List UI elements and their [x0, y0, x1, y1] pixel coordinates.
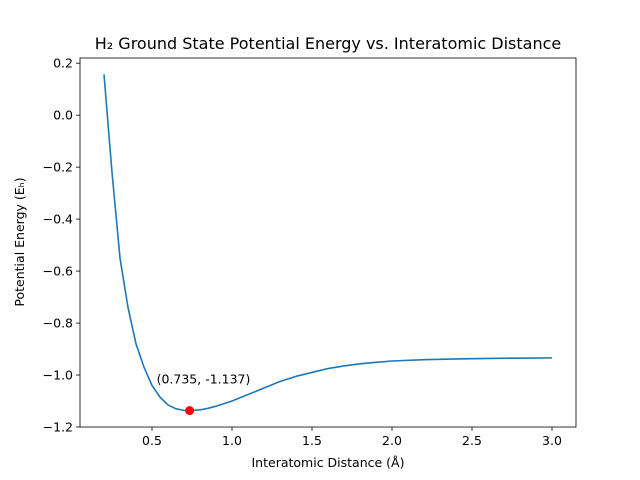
minimum-point-marker [185, 406, 195, 416]
x-ticks: 0.5 1.0 1.5 2.0 2.5 3.0 [142, 427, 562, 448]
y-axis-title: Potential Energy (Eₕ) [12, 177, 27, 306]
chart-title: H₂ Ground State Potential Energy vs. Int… [95, 34, 561, 53]
y-ticks: −1.2 −1.0 −0.8 −0.6 −0.4 −0.2 0.0 0.2 [43, 56, 80, 435]
plot-layer [103, 74, 553, 416]
x-tick-label: 1.0 [222, 433, 242, 448]
y-tick-label: −0.4 [43, 212, 73, 227]
y-tick-label: −1.0 [43, 368, 73, 383]
y-tick-label: −0.6 [43, 264, 73, 279]
x-tick-label: 2.5 [462, 433, 482, 448]
x-tick-label: 0.5 [142, 433, 162, 448]
axes-frame [79, 57, 577, 428]
y-tick-label: −1.2 [43, 420, 73, 435]
minimum-annotation: (0.735, -1.137) [157, 372, 251, 387]
x-axis-title: Interatomic Distance (Å) [252, 455, 405, 470]
y-tick-label: 0.0 [53, 108, 73, 123]
series-line-0 [103, 74, 553, 412]
x-tick-label: 2.0 [382, 433, 402, 448]
x-tick-label: 3.0 [542, 433, 562, 448]
y-tick-label: −0.8 [43, 316, 73, 331]
y-tick-label: −0.2 [43, 160, 73, 175]
y-tick-label: 0.2 [53, 56, 73, 71]
x-tick-label: 1.5 [302, 433, 322, 448]
